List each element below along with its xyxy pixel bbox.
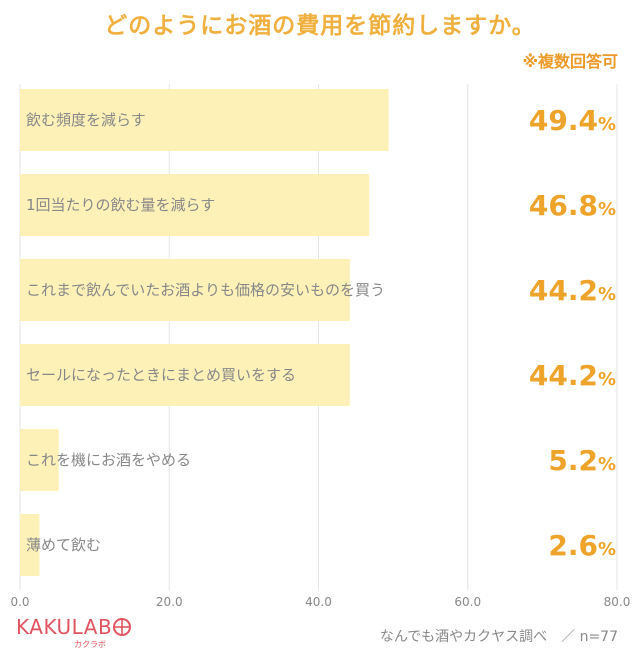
category-label: 薄めて飲む [26,536,101,554]
bar [20,259,350,321]
percent-unit: % [598,199,616,220]
category-label: これまで飲んでいたお酒よりも価格の安いものを買う [26,281,385,299]
x-tick-label: 20.0 [156,595,183,609]
bar [20,429,59,491]
bar [20,89,389,151]
x-tick-label: 0.0 [10,595,29,609]
category-label: これを機にお酒をやめる [26,451,191,469]
category-label: セールになったときにまとめ買いをする [26,366,296,384]
percent-unit: % [598,369,616,390]
value-label: 5.2% [548,444,616,477]
bar [20,514,40,576]
source-note: なんでも酒やカクヤス調べ ／ n=77 [379,629,618,645]
logo-text: KAKULAB [16,615,113,639]
chart-title: どのようにお酒の費用を節約しますか。 [104,13,536,39]
logo-subtext: カクラボ [74,640,106,649]
x-tick-label: 80.0 [604,595,631,609]
multiple-answers-note: ※複数回答可 [522,52,618,71]
percent-unit: % [598,284,616,305]
bar [20,174,370,236]
logo-circle-icon [113,618,132,636]
value-label: 2.6% [548,529,616,562]
percent-unit: % [598,539,616,560]
x-tick-label: 40.0 [305,595,332,609]
bar [20,344,350,406]
category-label: 飲む頻度を減らす [26,111,146,129]
value-label: 46.8% [529,189,616,222]
value-label: 49.4% [529,104,616,137]
percent-unit: % [598,114,616,135]
value-label: 44.2% [529,274,616,307]
percent-unit: % [598,454,616,475]
kakulabo-logo[interactable]: KAKULAB カクラボ [16,615,132,649]
x-tick-label: 60.0 [454,595,481,609]
value-label: 44.2% [529,359,616,392]
category-label: 1回当たりの飲む量を減らす [26,196,215,214]
